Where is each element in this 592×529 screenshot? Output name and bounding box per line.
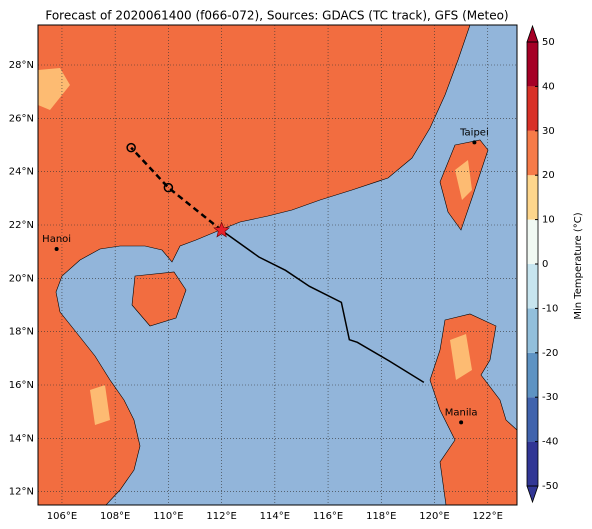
colorbar-extend-top	[526, 24, 539, 43]
y-tick-label: 18°N	[9, 327, 34, 338]
y-tick-label: 28°N	[9, 60, 34, 71]
overlay: Hanoi Taipei Manila	[38, 25, 517, 505]
colorbar-segment	[527, 397, 538, 442]
colorbar-tick-label: -20	[542, 348, 558, 359]
x-tick-label: 110°E	[153, 511, 183, 522]
colorbar-segment	[527, 352, 538, 398]
colorbar-segment	[527, 130, 538, 176]
colorbar-extend-bottom	[526, 485, 539, 504]
mainland	[37, 24, 471, 506]
colorbar-tick-label: 20	[542, 170, 555, 181]
x-tick-label: 116°E	[313, 511, 343, 522]
colorbar-segment	[527, 441, 538, 486]
warm-patch	[38, 68, 70, 110]
colorbar-label: Min Temperature (°C)	[573, 212, 584, 319]
warm-patch	[90, 385, 110, 425]
forecast-point	[163, 182, 174, 193]
x-tick-label: 118°E	[366, 511, 396, 522]
colorbar-tick-label: 40	[542, 81, 555, 92]
city-dot	[472, 140, 477, 145]
y-tick-label: 20°N	[9, 273, 34, 284]
city-dot	[54, 247, 59, 251]
colorbar-tick-label: -40	[542, 437, 558, 448]
x-tick-label: 108°E	[100, 511, 130, 522]
colorbar-segment	[527, 175, 538, 220]
city-label: Taipei	[459, 127, 489, 138]
x-tick-label: 120°E	[419, 511, 449, 522]
forecast-point	[126, 142, 136, 153]
colorbar-tick-label: -50	[542, 481, 558, 492]
observed-track	[221, 229, 425, 383]
hainan	[131, 271, 187, 327]
city-label: Hanoi	[42, 234, 71, 245]
x-tick-label: 122°E	[473, 511, 503, 522]
colorbar-tick-label: -10	[542, 303, 558, 314]
x-tick-label: 106°E	[47, 511, 77, 522]
y-tick-label: 12°N	[9, 487, 34, 498]
colorbar-segment	[527, 42, 538, 87]
colorbar-segment	[527, 219, 538, 264]
colorbar-segment	[527, 308, 538, 353]
colorbar-tick-label: 50	[542, 37, 555, 48]
warm-patch	[455, 160, 472, 200]
y-tick-label: 24°N	[9, 167, 34, 178]
warm-patch	[450, 334, 472, 380]
colorbar-tick-label: 10	[542, 215, 555, 226]
storm-position	[213, 221, 230, 238]
city-label: Manila	[445, 407, 478, 418]
x-tick-label: 114°E	[260, 511, 290, 522]
city-dot	[459, 420, 464, 425]
colorbar-segment	[527, 86, 538, 131]
y-tick-label: 14°N	[9, 433, 34, 444]
colorbar-segment	[527, 264, 538, 309]
map-area	[37, 24, 518, 506]
map-frame	[37, 24, 518, 506]
y-tick-label: 16°N	[9, 380, 34, 391]
map-title: Forecast of 2020061400 (f066-072), Sourc…	[45, 9, 508, 23]
x-tick-label: 112°E	[206, 511, 236, 522]
colorbar-tick-label: 0	[542, 259, 548, 270]
y-tick-label: 22°N	[9, 220, 34, 231]
colorbar-tick-label: -30	[542, 392, 558, 403]
forecast-track	[130, 146, 223, 232]
y-tick-label: 26°N	[9, 113, 34, 124]
colorbar-tick-label: 30	[542, 126, 555, 137]
